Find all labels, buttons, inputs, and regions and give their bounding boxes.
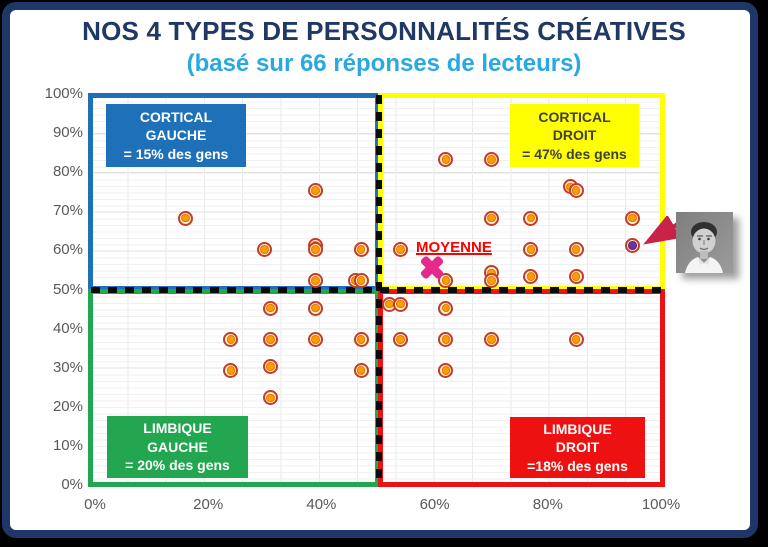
data-point <box>438 331 454 347</box>
page-title: NOS 4 TYPES DE PERSONNALITÉS CRÉATIVES <box>82 16 686 46</box>
data-point <box>523 269 539 285</box>
y-tick-label: 50% <box>52 280 83 298</box>
x-tick-label: 20% <box>193 496 224 513</box>
data-point <box>262 300 278 316</box>
data-point <box>523 210 539 226</box>
author-photo <box>676 212 733 273</box>
data-point <box>223 363 239 379</box>
data-point <box>353 241 369 257</box>
data-point <box>438 300 454 316</box>
x-tick-label: 60% <box>419 496 450 513</box>
data-point <box>483 273 499 289</box>
data-point <box>308 273 324 289</box>
data-point <box>483 210 499 226</box>
label-line: LIMBIQUE <box>543 420 612 437</box>
page-subtitle: (basé sur 66 réponses de lecteurs) <box>186 50 582 77</box>
data-point <box>353 331 369 347</box>
data-point <box>353 273 369 289</box>
data-point <box>178 210 194 226</box>
data-point <box>308 300 324 316</box>
label-box-limbique-droit: LIMBIQUE DROIT =18% des gens <box>510 417 645 478</box>
data-point <box>393 296 409 312</box>
data-point <box>308 241 324 257</box>
data-point <box>353 363 369 379</box>
author-data-point <box>625 237 641 253</box>
y-tick-label: 40% <box>52 319 83 337</box>
data-point <box>393 241 409 257</box>
y-tick-label: 70% <box>52 202 83 220</box>
moyenne-label: MOYENNE <box>416 239 492 256</box>
y-tick-label: 30% <box>52 358 83 376</box>
x-tick-label: 100% <box>641 496 681 513</box>
x-tick-label: 80% <box>532 496 563 513</box>
data-point <box>438 151 454 167</box>
y-tick-label: 10% <box>52 436 83 454</box>
label-line: CORTICAL <box>139 108 213 125</box>
label-line: = 47% des gens <box>522 145 627 162</box>
data-point <box>223 331 239 347</box>
data-point <box>262 390 278 406</box>
label-line: DROIT <box>552 127 597 144</box>
label-box-limbique-gauche: LIMBIQUE GAUCHE = 20% des gens <box>107 416 248 478</box>
label-line: GAUCHE <box>147 438 208 455</box>
y-tick-label: 60% <box>52 241 83 259</box>
portrait-image <box>676 212 733 273</box>
label-line: DROIT <box>555 439 600 456</box>
y-tick-label: 0% <box>61 476 83 493</box>
data-point <box>483 151 499 167</box>
data-point <box>257 241 273 257</box>
data-point <box>438 363 454 379</box>
data-point <box>568 269 584 285</box>
y-tick-label: 80% <box>52 163 83 181</box>
moyenne-x-marker-icon <box>419 254 445 280</box>
data-point <box>308 183 324 199</box>
data-point <box>262 331 278 347</box>
y-tick-label: 100% <box>44 85 83 102</box>
label-line: = 15% des gens <box>123 145 229 162</box>
data-point <box>523 241 539 257</box>
data-point <box>568 241 584 257</box>
y-tick-label: 90% <box>52 124 83 142</box>
label-line: = 20% des gens <box>125 457 230 474</box>
label-box-cortical-droit: CORTICAL DROIT = 47% des gens <box>510 104 639 167</box>
data-point <box>568 183 584 199</box>
x-tick-label: 0% <box>84 496 106 513</box>
data-point <box>262 359 278 375</box>
y-tick-label: 20% <box>52 397 83 415</box>
label-line: LIMBIQUE <box>143 420 212 437</box>
data-point <box>568 331 584 347</box>
x-tick-label: 40% <box>306 496 337 513</box>
data-point <box>483 331 499 347</box>
arrow-to-author-point-icon <box>643 216 682 245</box>
data-point <box>393 331 409 347</box>
label-line: GAUCHE <box>145 127 207 144</box>
dashed-boundary-horizontal <box>91 287 661 293</box>
data-point <box>625 210 641 226</box>
label-box-cortical-gauche: CORTICAL GAUCHE = 15% des gens <box>106 104 246 167</box>
label-line: =18% des gens <box>527 457 628 474</box>
data-point <box>308 331 324 347</box>
label-line: CORTICAL <box>538 108 611 125</box>
